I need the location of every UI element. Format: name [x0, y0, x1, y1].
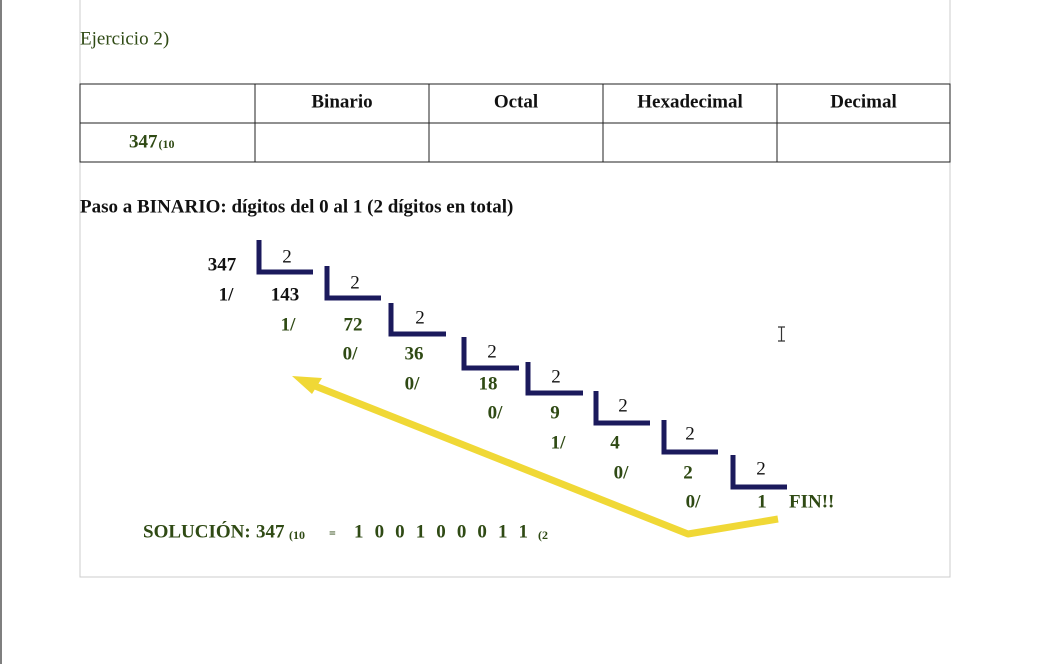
divisor: 2 — [685, 423, 695, 444]
remainder: 1/ — [551, 432, 567, 453]
row-number: 347 — [129, 131, 158, 152]
dividend: 347 — [208, 254, 237, 275]
divisor: 2 — [282, 246, 292, 267]
dividend: 4 — [610, 432, 620, 453]
division-ladder: 347 1/2 143 1/2 72 0/2 36 0/2 18 0/2 9 1/2 4 0/2 2 0/2 1… — [208, 240, 834, 512]
division-bracket — [593, 391, 650, 426]
heading: Ejercicio 2) — [80, 28, 169, 49]
arrow-head — [292, 376, 322, 394]
remainder: 1/ — [281, 314, 297, 335]
dividend: 2 — [683, 462, 693, 483]
arrow — [292, 376, 779, 538]
division-bracket — [461, 337, 519, 371]
header-cell: Hexadecimal — [637, 91, 743, 112]
divisor: 2 — [487, 341, 497, 362]
solution-number-base: (10 — [289, 528, 305, 542]
cursor-icon — [778, 326, 785, 342]
remainder: 0/ — [343, 343, 359, 364]
page-border — [79, 0, 951, 578]
dividend: 36 — [405, 343, 424, 364]
division-bracket — [256, 240, 313, 275]
division-bracket — [661, 420, 718, 455]
remainder: 0/ — [405, 373, 421, 394]
table: Binario Octal Hexadecimal Decimal 347 (10 — [79, 83, 951, 163]
divisor: 2 — [415, 307, 425, 328]
solution: SOLUCIÓN: 347 (10 = 1 0 0 1 0 0 0 1 1 (2 — [143, 520, 548, 542]
end-note: FIN!! — [789, 491, 834, 512]
text-cursor — [778, 326, 785, 342]
dividend: 72 — [344, 314, 363, 335]
division-bracket — [525, 362, 583, 396]
dividend: 9 — [550, 402, 560, 423]
section-title: Paso a BINARIO: dígitos del 0 al 1 (2 dí… — [80, 196, 513, 217]
solution-result-base: (2 — [538, 528, 548, 542]
dividend: 143 — [271, 284, 300, 305]
divisor: 2 — [618, 395, 628, 416]
arrow-line — [308, 380, 779, 538]
divisor: 2 — [551, 366, 561, 387]
divisor: 2 — [350, 272, 360, 293]
header-cell: Binario — [311, 91, 372, 112]
solution-equals: = — [329, 526, 336, 540]
header-cell: Decimal — [830, 91, 896, 112]
remainder: 1/ — [219, 284, 235, 305]
solution-number: 347 — [256, 521, 285, 542]
division-bracket — [324, 266, 381, 301]
final-quotient: 1 — [757, 491, 767, 512]
remainder: 0/ — [488, 402, 504, 423]
division-bracket — [388, 303, 446, 337]
division-bracket — [730, 455, 787, 490]
row-base: (10 — [159, 137, 175, 151]
solution-digits: 1 0 0 1 0 0 0 1 1 — [354, 521, 528, 542]
dividend: 18 — [479, 373, 498, 394]
remainder: 0/ — [614, 462, 630, 483]
solution-label: SOLUCIÓN: — [143, 520, 251, 542]
header-cell: Octal — [494, 91, 538, 112]
remainder: 0/ — [686, 491, 702, 512]
divisor: 2 — [756, 458, 766, 479]
